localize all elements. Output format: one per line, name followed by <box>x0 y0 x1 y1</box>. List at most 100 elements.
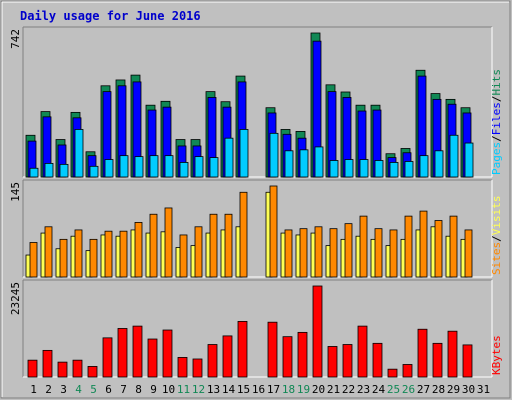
kbytes-bar-fill <box>207 344 218 378</box>
pages-bar <box>239 129 249 178</box>
pages-bar <box>389 162 399 178</box>
pages-bar-fill <box>269 132 279 178</box>
day-label: 12 <box>192 383 205 396</box>
day-label: 3 <box>60 383 67 396</box>
pages-bar-fill <box>209 157 219 178</box>
kbytes-bar-fill <box>282 336 293 378</box>
day-label: 8 <box>135 383 142 396</box>
sites-bar-fill <box>464 229 473 278</box>
y-max-label: 23245 <box>9 282 22 315</box>
legend-separator: / <box>490 96 503 103</box>
pages-bar <box>149 155 159 178</box>
sites-bar-fill <box>44 226 53 278</box>
day-label: 6 <box>105 383 112 396</box>
pages-bar-fill <box>299 149 309 178</box>
panel-plot-area <box>23 280 492 377</box>
pages-bar-fill <box>149 155 159 178</box>
day-label: 17 <box>267 383 280 396</box>
sites-bar <box>359 215 368 278</box>
sites-bar <box>29 242 38 278</box>
pages-bar-fill <box>119 155 129 178</box>
pages-bar <box>134 156 144 178</box>
kbytes-bar <box>447 330 458 378</box>
sites-bar-fill <box>59 238 68 278</box>
sites-bar <box>209 213 218 278</box>
sites-bar-fill <box>374 228 383 278</box>
sites-bar-fill <box>419 210 428 278</box>
pages-bar <box>74 129 84 178</box>
kbytes-bar-fill <box>387 368 398 378</box>
pages-bar <box>89 165 99 178</box>
kbytes-bar-fill <box>372 342 383 378</box>
sites-bar <box>404 215 413 278</box>
sites-bar <box>449 215 458 278</box>
sites-bar-fill <box>314 226 323 278</box>
legend-files: Files <box>490 102 503 135</box>
kbytes-bar-fill <box>102 337 113 378</box>
sites-bar <box>239 191 248 278</box>
legend-pages: Pages <box>490 142 503 175</box>
kbytes-bar-fill <box>237 321 248 378</box>
pages-bar-fill <box>284 150 294 178</box>
sites-bar <box>269 185 278 278</box>
kbytes-bar-fill <box>222 335 233 378</box>
kbytes-bar-fill <box>462 344 473 378</box>
kbytes-bar <box>102 337 113 378</box>
sites-bar <box>134 221 143 278</box>
day-label: 10 <box>162 383 175 396</box>
kbytes-bar <box>402 364 413 378</box>
pages-bar <box>164 155 174 178</box>
kbytes-bar <box>42 349 53 378</box>
pages-bar <box>464 142 474 178</box>
kbytes-bar <box>282 336 293 378</box>
sites-bar-fill <box>149 213 158 278</box>
kbytes-bar-fill <box>117 328 128 378</box>
sites-bar <box>299 228 308 278</box>
sites-bar <box>344 223 353 278</box>
y-axis-legend-label: KBytes <box>490 335 503 375</box>
kbytes-panel: 23245 KBytes <box>9 279 503 378</box>
visits-sites-panel: 145 Sites/Visits <box>9 179 503 278</box>
kbytes-bar <box>132 325 143 378</box>
day-label: 23 <box>357 383 370 396</box>
day-label: 14 <box>222 383 236 396</box>
pages-bar-fill <box>419 155 429 178</box>
sites-bar-fill <box>179 234 188 278</box>
sites-bar <box>224 213 233 278</box>
day-label: 7 <box>120 383 127 396</box>
sites-bar-fill <box>404 215 413 278</box>
kbytes-bar <box>57 361 68 378</box>
sites-bar-fill <box>239 191 248 278</box>
sites-bar-fill <box>164 207 173 278</box>
pages-bar <box>299 149 309 178</box>
sites-bar <box>179 234 188 278</box>
sites-bar-fill <box>89 238 98 278</box>
pages-bar-fill <box>239 129 249 178</box>
kbytes-bar-fill <box>447 330 458 378</box>
day-label: 29 <box>447 383 460 396</box>
sites-bar <box>419 210 428 278</box>
day-label: 25 <box>387 383 400 396</box>
y-axis-legend-label: Sites/Visits <box>490 196 503 276</box>
pages-bar <box>179 162 189 178</box>
sites-bar-fill <box>329 228 338 278</box>
day-label: 11 <box>177 383 190 396</box>
sites-bar <box>164 207 173 278</box>
day-label: 2 <box>45 383 52 396</box>
pages-bar <box>284 150 294 178</box>
sites-bar <box>119 230 128 278</box>
sites-bar <box>59 238 68 278</box>
y-max-label: 145 <box>9 182 22 202</box>
kbytes-bar <box>87 366 98 378</box>
sites-bar-fill <box>344 223 353 278</box>
pages-bar-fill <box>179 162 189 178</box>
kbytes-bar <box>147 338 158 378</box>
kbytes-bar-fill <box>342 344 353 378</box>
sites-bar <box>389 229 398 278</box>
pages-bar <box>194 156 204 178</box>
kbytes-bar <box>387 368 398 378</box>
sites-bar-fill <box>299 228 308 278</box>
pages-bar-fill <box>464 142 474 178</box>
